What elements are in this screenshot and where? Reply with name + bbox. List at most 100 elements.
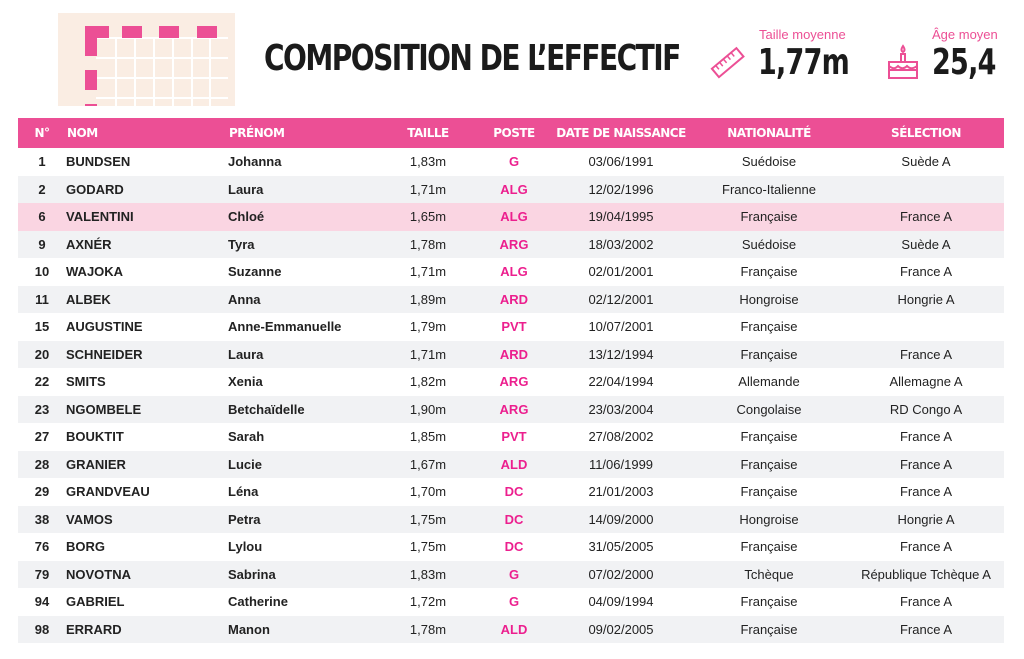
- cell-firstname: Lucie: [228, 450, 380, 478]
- cell-birthdate: 31/05/2005: [588, 539, 654, 555]
- table-row: 29 GRANDVEAU Léna 1,70m DC 21/01/2003 Français…: [18, 478, 1004, 506]
- cell-number: 9: [18, 230, 66, 258]
- cell-number: 2: [18, 175, 66, 203]
- cell-birthdate: 27/08/2002: [588, 429, 654, 445]
- cell-nationality: Française: [740, 319, 798, 335]
- cell-position: ARD: [476, 285, 552, 313]
- cell-birthdate: 02/01/2001: [588, 264, 654, 280]
- cell-number: 79: [18, 560, 66, 588]
- cell-name: SCHNEIDER: [66, 340, 228, 368]
- table-row: 27 BOUKTIT Sarah 1,85m PVT 27/08/2002 Français…: [18, 423, 1004, 451]
- cell-firstname: Lylou: [228, 539, 263, 555]
- cell-birthdate: 04/09/1994: [588, 594, 654, 610]
- cell-number: 38: [18, 505, 66, 533]
- cell-position: G: [508, 154, 520, 170]
- cell-height: 1,72m: [409, 594, 447, 610]
- avg-height-value: 1,77m: [758, 42, 850, 83]
- cell-nationality: Française: [740, 539, 798, 555]
- col-name: NOM: [66, 118, 228, 148]
- cell-selection: France A: [848, 203, 1004, 231]
- cell-name: BUNDSEN: [66, 154, 131, 170]
- cell-number: 29: [34, 484, 50, 500]
- cell-height: 1,79m: [409, 319, 447, 335]
- ruler-icon: [710, 46, 745, 79]
- table-header: N° NOM PRÉNOM TAILLE POSTE DATE DE NAISS…: [18, 118, 1004, 148]
- cell-firstname: Laura: [228, 175, 380, 203]
- cell-nationality: Française: [740, 264, 798, 280]
- cell-birthdate: 12/02/1996: [552, 175, 690, 203]
- cell-name: AUGUSTINE: [66, 319, 143, 335]
- cell-firstname: Laura: [228, 340, 380, 368]
- table-row: 20 SCHNEIDER Laura 1,71m ARD 13/12/1994 França…: [18, 340, 1004, 368]
- cell-birthdate: 03/06/1991: [588, 154, 654, 170]
- cell-name: AXNÉR: [66, 230, 228, 258]
- table-row: 76 BORG Lylou 1,75m DC 31/05/2005 Française Fra…: [18, 533, 1004, 561]
- col-position: POSTE: [476, 118, 552, 148]
- cell-number: 11: [18, 285, 66, 313]
- cell-birthdate: 18/03/2002: [552, 230, 690, 258]
- table-row: 10 WAJOKA Suzanne 1,71m ALG 02/01/2001 Françai…: [18, 258, 1004, 286]
- cell-position: G: [476, 560, 552, 588]
- cell-nationality: Française: [740, 484, 798, 500]
- cell-position: ALD: [476, 450, 552, 478]
- cell-nationality: Hongroise: [690, 505, 848, 533]
- cell-nationality: Franco-Italienne: [690, 175, 848, 203]
- table-row: 38 VAMOS Petra 1,75m DC 14/09/2000 Hongroise Ho…: [18, 505, 1004, 533]
- cell-birthdate: 11/06/1999: [552, 450, 690, 478]
- cell-firstname: Tyra: [228, 230, 380, 258]
- cell-number: 23: [18, 395, 66, 423]
- cell-firstname: Suzanne: [228, 264, 282, 280]
- col-number: N°: [18, 118, 66, 148]
- cell-selection: RD Congo A: [848, 395, 1004, 423]
- cell-firstname: Anna: [228, 285, 380, 313]
- cell-name: ERRARD: [66, 615, 228, 643]
- avg-age-value: 25,4: [932, 42, 996, 83]
- cell-number: 15: [34, 319, 50, 335]
- cell-position: G: [508, 594, 520, 610]
- cell-selection: France A: [848, 615, 1004, 643]
- cell-position: DC: [504, 539, 524, 555]
- cell-height: 1,85m: [409, 429, 447, 445]
- cell-number: 94: [34, 594, 50, 610]
- cell-number: 10: [34, 264, 50, 280]
- cell-selection: France A: [899, 429, 953, 445]
- cell-birthdate: 22/04/1994: [588, 374, 654, 390]
- cell-height: 1,83m: [380, 560, 476, 588]
- col-birthdate: DATE DE NAISSANCE: [552, 118, 690, 148]
- cell-position: ARG: [499, 374, 529, 390]
- cell-firstname: Anne-Emmanuelle: [228, 319, 342, 335]
- cell-name: GRANDVEAU: [66, 484, 150, 500]
- cell-selection: Hongrie A: [848, 285, 1004, 313]
- cell-name: BORG: [66, 539, 105, 555]
- cell-nationality: Suédoise: [741, 154, 797, 170]
- cell-position: DC: [476, 505, 552, 533]
- cell-birthdate: 13/12/1994: [552, 340, 690, 368]
- cell-selection: [848, 313, 1004, 341]
- cell-birthdate: 23/03/2004: [552, 395, 690, 423]
- cell-height: 1,83m: [409, 154, 447, 170]
- cell-firstname: Catherine: [228, 594, 288, 610]
- cell-firstname: Chloé: [228, 203, 380, 231]
- cell-number: 20: [18, 340, 66, 368]
- cell-firstname: Johanna: [228, 154, 282, 170]
- cell-name: GODARD: [66, 175, 228, 203]
- cell-firstname: Sarah: [228, 429, 265, 445]
- cell-firstname: Manon: [228, 615, 380, 643]
- cell-birthdate: 02/12/2001: [552, 285, 690, 313]
- table-row: 11 ALBEK Anna 1,89m ARD 02/12/2001 Hongroise Ho…: [18, 285, 1004, 313]
- cell-firstname: Léna: [228, 484, 259, 500]
- cell-height: 1,71m: [380, 175, 476, 203]
- cell-height: 1,78m: [380, 615, 476, 643]
- cell-height: 1,70m: [409, 484, 447, 500]
- cell-nationality: Française: [690, 615, 848, 643]
- table-row: 15 AUGUSTINE Anne-Emmanuelle 1,79m PVT 10/07/…: [18, 313, 1004, 341]
- table-row: 28 GRANIER Lucie 1,67m ALD 11/06/1999 Français…: [18, 450, 1004, 478]
- cell-name: NGOMBELE: [66, 395, 228, 423]
- cell-selection: Suède A: [848, 230, 1004, 258]
- cell-height: 1,71m: [380, 340, 476, 368]
- cell-name: GRANIER: [66, 450, 228, 478]
- cell-selection: Suède A: [901, 154, 951, 170]
- cell-height: 1,67m: [380, 450, 476, 478]
- cell-nationality: Hongroise: [690, 285, 848, 313]
- cell-position: PVT: [501, 429, 527, 445]
